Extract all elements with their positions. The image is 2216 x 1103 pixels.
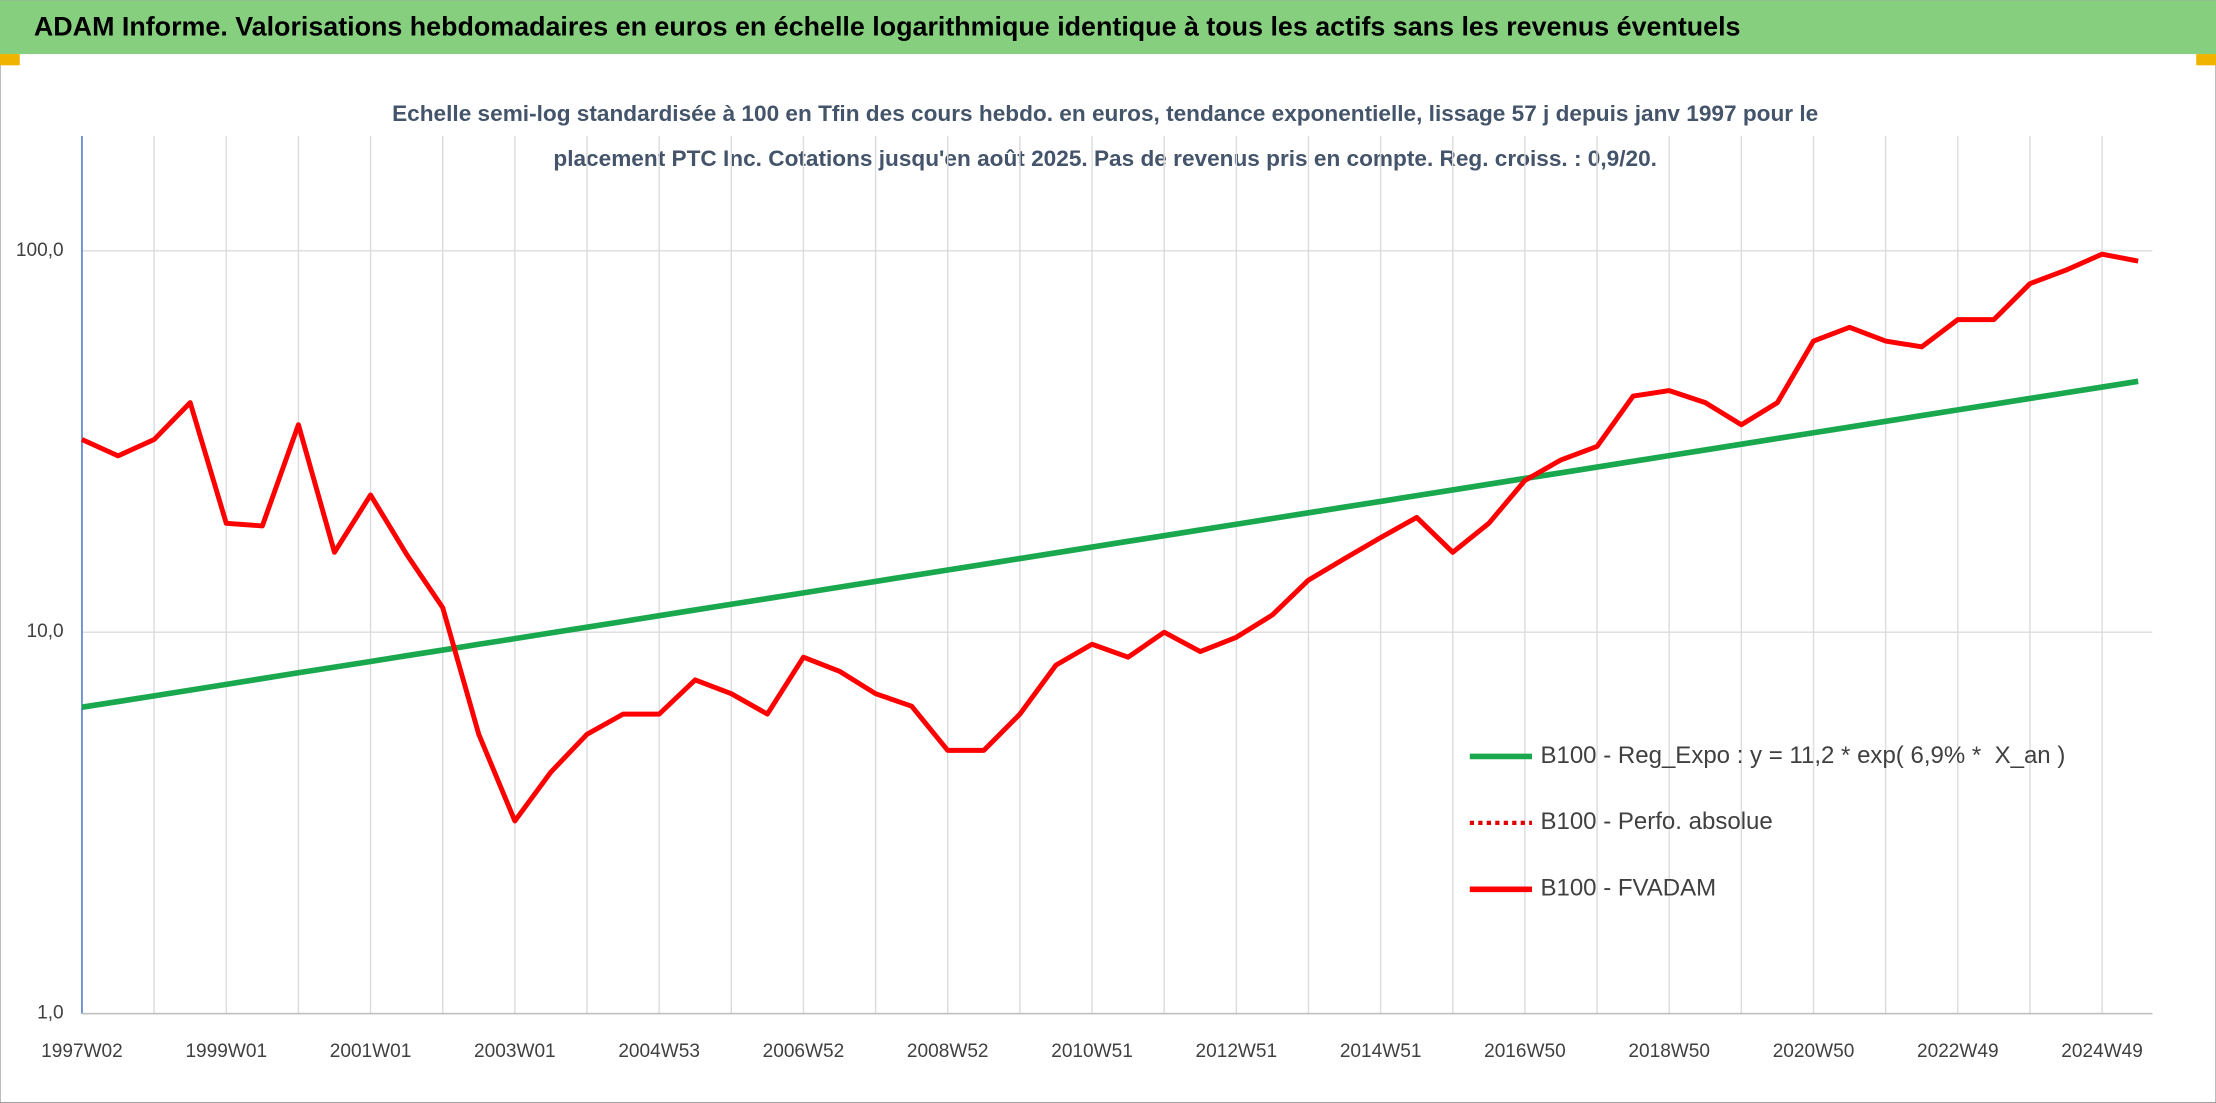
x-tick-label: 2024W49 xyxy=(2061,1041,2143,1062)
x-tick-label: 2014W51 xyxy=(1340,1041,1422,1062)
x-tick-label: 2003W01 xyxy=(474,1041,556,1062)
series-line xyxy=(80,251,2139,824)
x-tick-label: 2004W53 xyxy=(618,1041,700,1062)
y-tick-label: 1,0 xyxy=(37,1003,64,1024)
x-tick-label: 2016W50 xyxy=(1484,1041,1566,1062)
x-tick-label: 2012W51 xyxy=(1196,1041,1278,1062)
x-tick-label: 2001W01 xyxy=(330,1041,412,1062)
chart-subtitle: placement PTC Inc. Cotations jusqu'en ao… xyxy=(553,146,1657,171)
x-tick-label: 2020W50 xyxy=(1773,1041,1855,1062)
series-line xyxy=(81,378,2139,710)
x-tick-label: 2018W50 xyxy=(1628,1041,1710,1062)
header-band xyxy=(0,0,2216,55)
corner-mark xyxy=(2196,54,2216,66)
corner-mark xyxy=(0,54,20,66)
chart-title: ADAM Informe. Valorisations hebdomadaire… xyxy=(34,12,1741,42)
x-tick-label: 2006W52 xyxy=(763,1041,845,1062)
y-tick-label: 100,0 xyxy=(16,240,64,261)
x-tick-label: 1997W02 xyxy=(41,1041,123,1062)
x-tick-label: 2010W51 xyxy=(1051,1041,1133,1062)
legend-label: B100 - Perfo. absolue xyxy=(1540,808,1772,835)
legend-label: B100 - Reg_Expo : y = 11,2 * exp( 6,9% *… xyxy=(1540,742,2065,769)
x-tick-label: 2022W49 xyxy=(1917,1041,1999,1062)
y-tick-label: 10,0 xyxy=(26,621,63,642)
chart-subtitle: Echelle semi-log standardisée à 100 en T… xyxy=(392,101,1818,126)
x-tick-label: 1999W01 xyxy=(185,1041,267,1062)
legend-label: B100 - FVADAM xyxy=(1540,875,1716,902)
x-tick-label: 2008W52 xyxy=(907,1041,989,1062)
